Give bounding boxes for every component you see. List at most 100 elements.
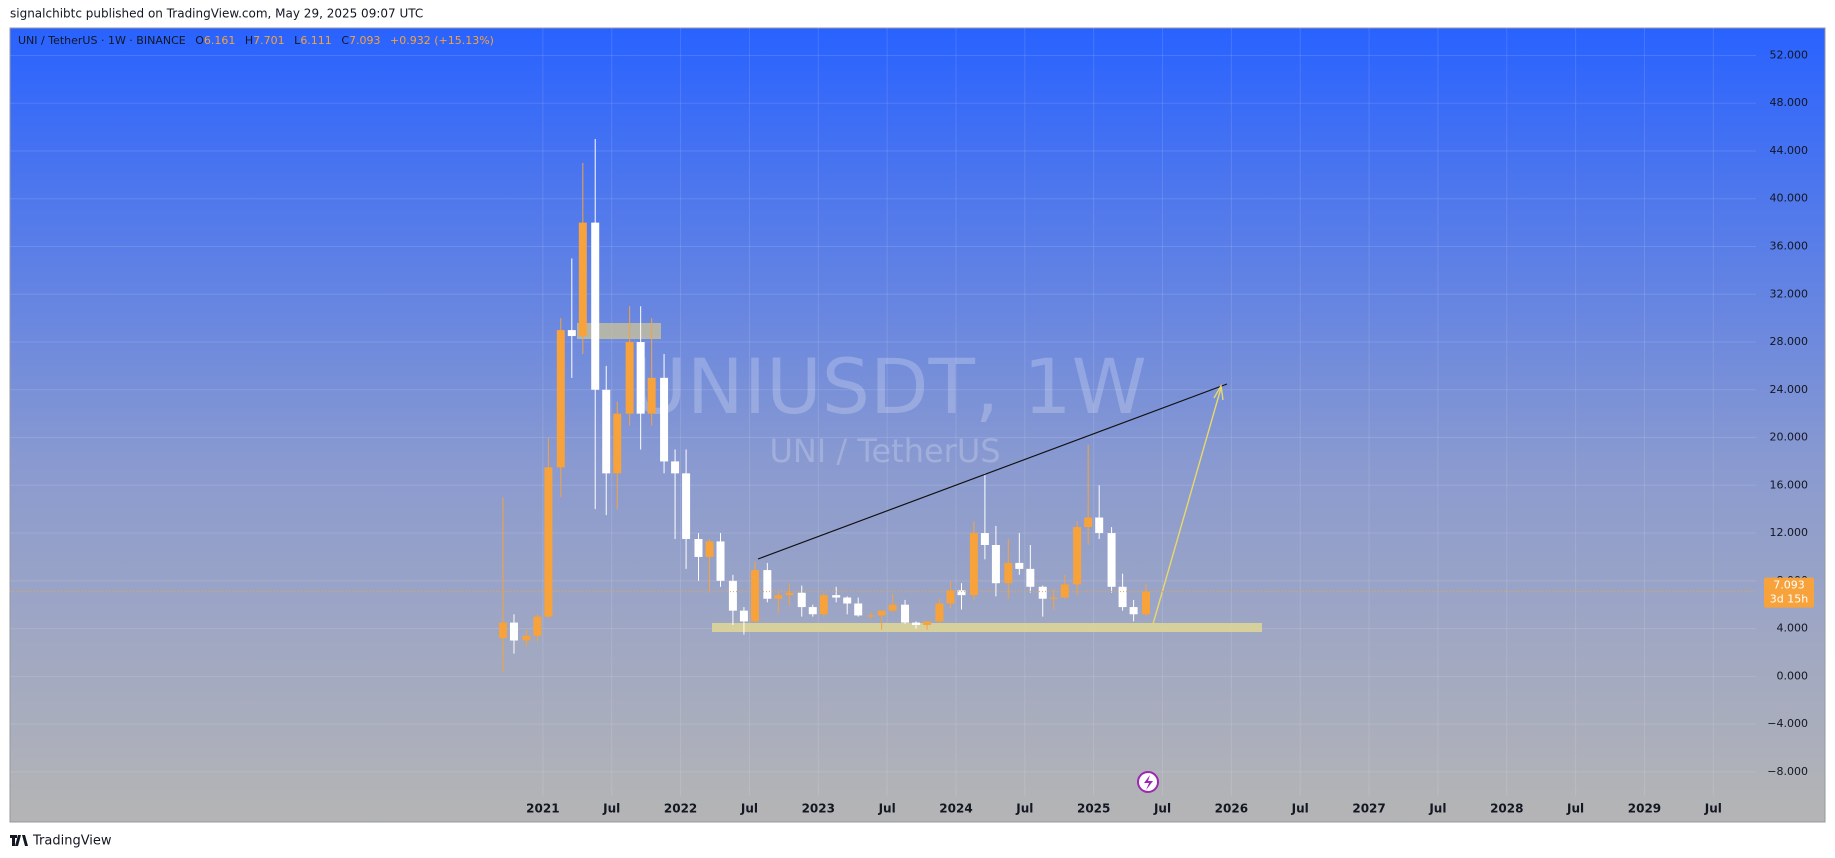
candle-body <box>991 544 1000 584</box>
candle-body <box>1004 562 1013 584</box>
candle-body <box>1073 527 1082 585</box>
candle-body <box>647 377 656 414</box>
candle-body <box>694 539 703 557</box>
candle-body <box>613 413 622 474</box>
y-tick-label: 52.000 <box>1770 48 1809 61</box>
candle-body <box>533 616 542 636</box>
legend-symbol: UNI / TetherUS · 1W · BINANCE <box>18 34 186 47</box>
legend-label: L <box>294 34 301 47</box>
candle-body <box>1038 586 1047 599</box>
y-tick-label: 44.000 <box>1770 144 1809 157</box>
watermark-name: UNI / TetherUS <box>769 432 1000 470</box>
candle-body <box>843 597 852 604</box>
candle-body <box>935 603 944 622</box>
candle-body <box>705 541 714 557</box>
x-tick-label: Jul <box>1291 802 1309 816</box>
y-tick-label: 40.000 <box>1770 192 1809 205</box>
y-tick-label: 0.000 <box>1777 669 1809 682</box>
candle-body <box>901 604 910 623</box>
candle-body <box>774 595 783 599</box>
candle-body <box>1084 517 1093 528</box>
candle-body <box>660 377 669 462</box>
candle-body <box>808 607 817 615</box>
plot-background <box>9 27 1826 823</box>
candle-body <box>1107 533 1116 587</box>
header-text: signalchibtc published on TradingView.co… <box>10 7 423 21</box>
candle-body <box>1060 584 1069 598</box>
trend-line <box>757 383 1228 560</box>
candle-body <box>1026 568 1035 587</box>
candle-body <box>1129 607 1138 615</box>
candle-body <box>591 222 600 390</box>
y-tick-label: 36.000 <box>1770 239 1809 252</box>
support-zone <box>712 623 1262 632</box>
x-tick-label: Jul <box>602 802 620 816</box>
brand-name: TradingView <box>32 834 112 849</box>
legend-value: 7.093 <box>349 34 381 47</box>
x-tick-label: 2027 <box>1352 802 1385 816</box>
x-tick-label: 2025 <box>1077 802 1110 816</box>
legend-label: O <box>195 34 204 47</box>
candle-body <box>509 622 518 641</box>
candle-body <box>625 342 634 414</box>
candle-body <box>1118 586 1127 608</box>
candle-body <box>923 621 932 625</box>
arrow-head <box>1213 383 1224 401</box>
candle-body <box>671 461 680 474</box>
x-tick-label: Jul <box>740 802 758 816</box>
candle-body <box>980 533 989 545</box>
y-tick-label: 32.000 <box>1770 287 1809 300</box>
legend: UNI / TetherUS · 1W · BINANCE O6.161 H7.… <box>18 34 494 47</box>
y-tick-label: 28.000 <box>1770 335 1809 348</box>
candle-body <box>888 604 897 611</box>
candle-body <box>750 570 759 622</box>
x-tick-label: 2023 <box>802 802 835 816</box>
x-tick-label: 2028 <box>1490 802 1523 816</box>
candle-body <box>832 595 841 598</box>
candle-body <box>636 342 645 414</box>
brand-logo <box>10 835 28 846</box>
resistance-zone <box>577 323 661 339</box>
legend-change: +0.932 (+15.13%) <box>390 34 494 47</box>
candle-body <box>556 330 565 468</box>
x-tick-label: Jul <box>1428 802 1446 816</box>
candle-body <box>682 473 691 540</box>
watermark-ticker: UNIUSDT, 1W <box>631 342 1147 431</box>
candle-body <box>1049 597 1058 599</box>
legend-label: C <box>341 34 349 47</box>
x-tick-label: 2022 <box>664 802 697 816</box>
candle-body <box>763 570 772 599</box>
x-tick-label: Jul <box>1015 802 1033 816</box>
candle-body <box>797 592 806 608</box>
candle-body <box>946 590 955 604</box>
candle-body <box>969 533 978 596</box>
price-box <box>1764 577 1814 608</box>
x-tick-label: Jul <box>1704 802 1722 816</box>
y-tick-label: 12.000 <box>1770 526 1809 539</box>
candle-body <box>602 389 611 474</box>
legend-value: 7.701 <box>253 34 285 47</box>
y-tick-label: 20.000 <box>1770 431 1809 444</box>
candle-body <box>578 222 587 337</box>
candle-body <box>854 603 863 616</box>
y-tick-label: 4.000 <box>1777 622 1809 635</box>
candle-body <box>819 595 828 615</box>
x-tick-label: Jul <box>1566 802 1584 816</box>
candle-body <box>1015 562 1024 569</box>
candles <box>498 139 1151 672</box>
event-icon-bolt <box>1144 775 1153 790</box>
y-tick-label: −8.000 <box>1767 765 1808 778</box>
x-tick-label: Jul <box>878 802 896 816</box>
y-tick-label: −4.000 <box>1767 717 1808 730</box>
x-tick-label: 2026 <box>1215 802 1248 816</box>
x-tick-label: Jul <box>1153 802 1171 816</box>
candle-body <box>1142 591 1151 615</box>
price-label: 7.093 <box>1773 579 1805 592</box>
candle-body <box>912 622 921 625</box>
price-countdown: 3d 15h <box>1770 593 1808 606</box>
candle-body <box>866 615 875 617</box>
candle-body <box>716 541 725 581</box>
legend-value: 6.161 <box>204 34 236 47</box>
